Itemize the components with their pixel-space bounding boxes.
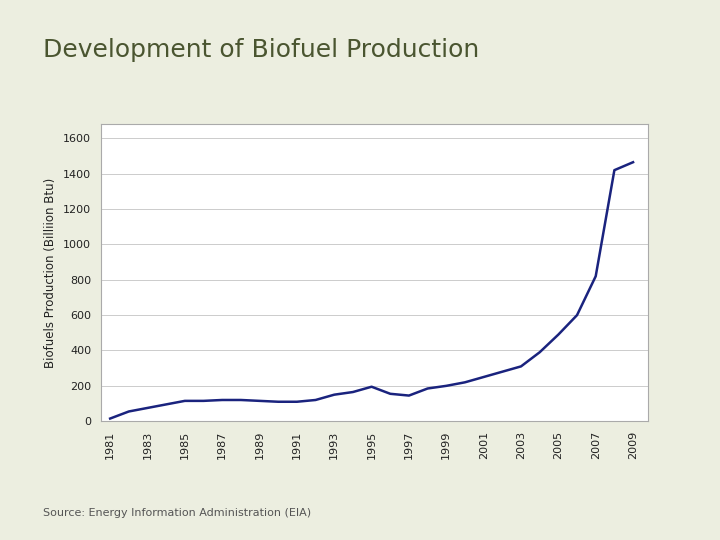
Text: Source: Energy Information Administration (EIA): Source: Energy Information Administratio… (43, 508, 311, 518)
Text: Development of Biofuel Production: Development of Biofuel Production (43, 38, 480, 62)
Y-axis label: Biofuels Production (Billiion Btu): Biofuels Production (Billiion Btu) (45, 178, 58, 368)
